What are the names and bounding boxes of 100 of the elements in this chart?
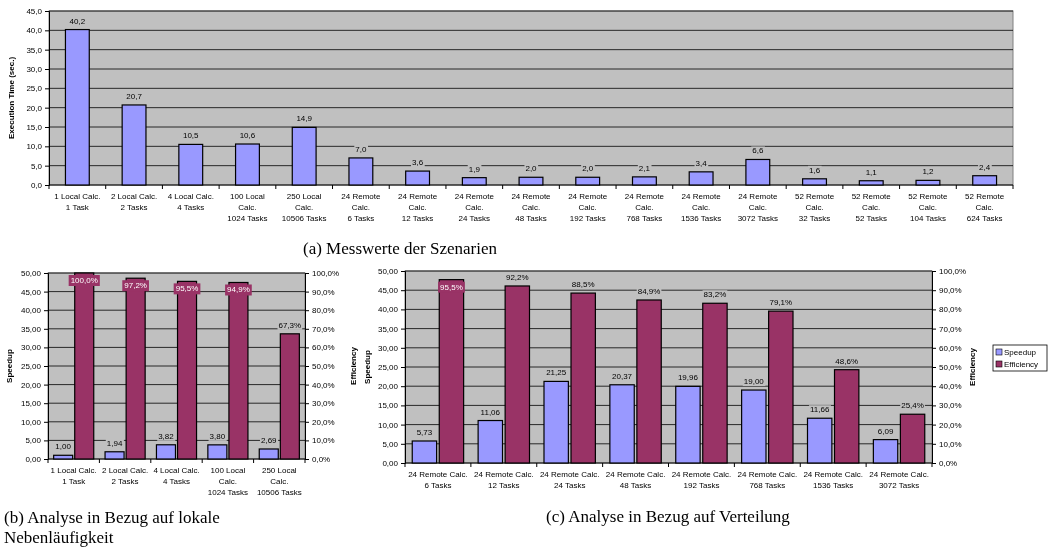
y-tick-label: 15,00 [20,399,42,409]
y2-tick-label: 20,0% [939,420,962,430]
x-tick-label: 24 Remote Calc. 1536 Tasks [680,192,722,223]
y-tick-label: 40,00 [20,306,42,316]
y2-axis-title: Efficiency [349,346,358,385]
data-label: 14,9 [296,114,313,124]
y-axis-title: Speedup [5,349,14,383]
y2-tick-label: 50,0% [312,362,335,372]
y-tick-label: 50,00 [20,269,42,279]
y-tick-label: 50,00 [377,267,399,277]
y-tick-label: 45,00 [20,287,42,297]
data-label: 83,2% [703,290,727,300]
y-tick-label: 0,00 [382,459,399,469]
y-tick-label: 40,00 [377,305,399,315]
y-tick-label: 20,0 [26,103,43,113]
legend-label: Efficiency [1004,360,1039,369]
x-tick-label: 1 Local Calc. 1 Task [50,466,97,486]
x-tick-label: 4 Local Calc. 4 Tasks [153,466,200,486]
x-tick-label: 100 Local Calc. 1024 Tasks [207,466,249,497]
y2-tick-label: 100,0% [939,267,967,277]
data-label: 67,3% [278,320,302,330]
y2-tick-label: 90,0% [939,286,962,296]
y-tick-label: 35,0 [26,45,43,55]
x-tick-label: 52 Remote Calc. 52 Tasks [851,192,892,223]
data-label: 20,37 [612,371,633,381]
y-tick-label: 20,00 [20,380,42,390]
legend-label: Speedup [1004,348,1037,357]
y2-tick-label: 80,0% [312,306,335,316]
data-label: 79,1% [769,298,793,308]
data-label: 2,69 [260,435,278,445]
y-tick-label: 25,0 [26,84,43,94]
y-tick-label: 30,0 [26,65,43,75]
data-label: 95,5% [440,282,463,292]
data-label: 88,5% [571,280,595,290]
text: (c) Analyse in Bezug auf Verteilung [546,507,791,526]
x-tick-label: 24 Remote Calc. 3072 Tasks [737,192,778,223]
y2-tick-label: 90,0% [312,287,335,297]
data-label: 19,96 [677,373,699,383]
data-label: 3,6 [412,158,424,168]
data-label: 92,2% [505,272,529,282]
data-label: 2,4 [979,162,991,172]
data-label: 84,9% [637,286,661,296]
y-tick-label: 45,0 [26,7,43,17]
x-tick-label: 250 Local Calc. 10506 Tasks [281,192,327,223]
text: (a) Messwerte der Szenarien [303,239,498,258]
x-tick-label: 24 Remote Calc. 1536 Tasks [803,470,863,490]
data-label: 6,6 [752,146,764,156]
data-label: 40,2 [69,16,86,26]
x-tick-label: 24 Remote Calc. 48 Tasks [605,470,666,490]
y-tick-label: 10,0 [26,142,43,152]
y2-tick-label: 30,0% [312,399,335,409]
y-tick-label: 5,00 [25,436,42,446]
data-label: 2,1 [638,163,651,173]
data-label: 1,00 [55,442,72,452]
y2-tick-label: 40,0% [939,382,962,392]
y2-tick-label: 20,0% [312,417,335,427]
data-label: 10,6 [239,131,256,141]
data-label: 3,80 [209,431,226,441]
x-tick-label: 52 Remote Calc. 32 Tasks [794,192,835,223]
y2-tick-label: 10,0% [939,439,962,449]
data-label: 94,9% [227,285,250,295]
data-label: 1,1 [865,167,878,177]
data-label: 2,0 [525,164,538,174]
y2-tick-label: 70,0% [312,324,335,334]
y-tick-label: 30,00 [377,343,399,353]
y-tick-label: 10,00 [20,417,42,427]
x-tick-label: 24 Remote Calc. 192 Tasks [671,470,732,490]
data-label: 48,6% [835,356,859,366]
x-tick-label: 2 Local Calc. 2 Tasks [101,466,149,486]
x-tick-label: 24 Remote Calc. 6 Tasks [341,192,381,223]
y-axis-title: Speedup [363,350,372,384]
y-tick-label: 25,00 [377,363,399,373]
y2-tick-label: 10,0% [312,436,335,446]
x-tick-label: 24 Remote Calc. 24 Tasks [539,470,600,490]
x-tick-label: 24 Remote Calc. 3072 Tasks [869,470,929,490]
y2-tick-label: 30,0% [939,401,962,411]
y-tick-label: 0,0 [30,181,43,191]
y-tick-label: 25,00 [20,362,42,372]
y-tick-label: 0,00 [25,455,42,465]
data-label: 3,4 [695,158,708,168]
data-label: 6,09 [877,426,894,436]
x-tick-label: 24 Remote Calc. 768 Tasks [624,192,665,223]
x-tick-label: 2 Local Calc. 2 Tasks [110,192,158,212]
x-tick-label: 24 Remote Calc. 6 Tasks [408,470,468,490]
data-label: 5,73 [416,428,433,437]
y-tick-label: 35,00 [20,324,42,334]
y-tick-label: 35,00 [377,324,399,334]
y-tick-label: 5,0 [30,161,43,171]
y-tick-label: 45,00 [377,286,399,296]
data-label: 3,82 [158,431,175,441]
y-tick-label: 40,0 [26,26,43,36]
x-tick-label: 52 Remote Calc. 104 Tasks [908,192,949,223]
data-label: 97,2% [124,281,147,291]
text: (b) Analyse in Bezug auf lokale Nebenläufigkeit [4,508,220,547]
data-label: 19,00 [743,377,765,387]
x-tick-label: 52 Remote Calc. 624 Tasks [965,192,1005,223]
data-label: 2,0 [582,164,594,174]
y-axis-title: Execution Time (sec.) [7,56,16,140]
data-label: 11,66 [809,405,830,415]
x-tick-label: 24 Remote Calc. 192 Tasks [568,192,608,223]
